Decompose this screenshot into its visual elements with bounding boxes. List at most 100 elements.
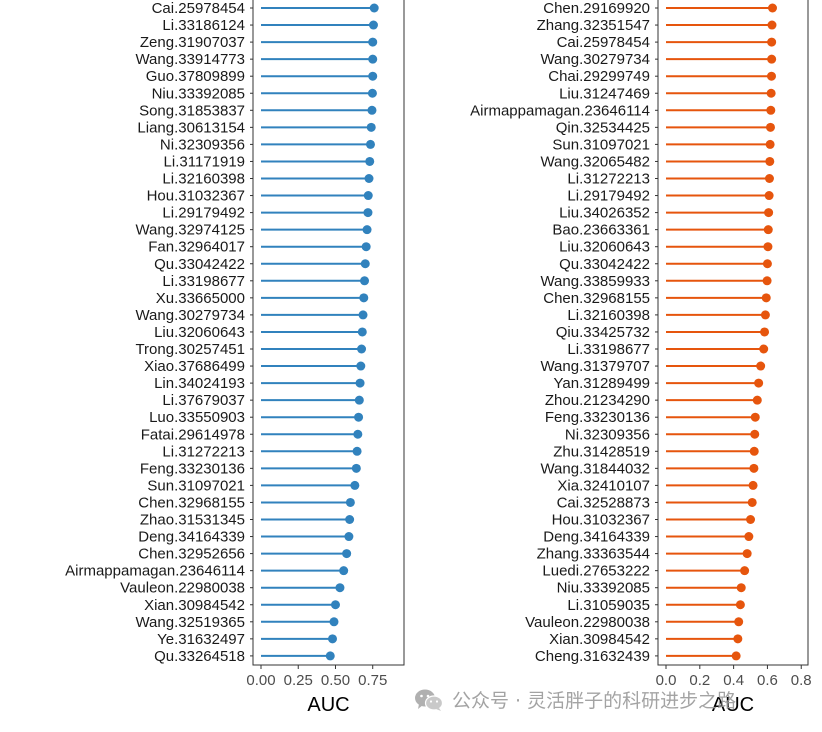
lollipop-point [369, 3, 379, 13]
y-tick-label: Li.32160398 [162, 171, 245, 188]
lollipop-point [760, 310, 770, 320]
y-tick-label: Deng.34164339 [138, 529, 245, 546]
y-tick-label: Zhang.33363544 [537, 546, 650, 563]
lollipop-point [748, 480, 758, 490]
lollipop-point [760, 327, 770, 337]
lollipop-point [365, 156, 375, 166]
chart-panel-1: Cai.25978454Li.33186124Zeng.31907037Wang… [65, 0, 405, 716]
y-tick-label: Zhao.31531345 [140, 512, 245, 529]
x-tick-label: 0.6 [757, 672, 778, 689]
lollipop-point [351, 463, 361, 473]
lollipop-point [363, 191, 373, 201]
y-tick-label: Wang.33859933 [540, 273, 650, 290]
x-tick-label: 0.25 [284, 672, 313, 689]
y-tick-label: Li.29179492 [567, 188, 650, 205]
y-tick-label: Yan.31289499 [554, 375, 650, 392]
lollipop-point [754, 378, 764, 388]
lollipop-point [357, 327, 367, 337]
y-tick-label: Feng.33230136 [545, 409, 650, 426]
y-tick-label: Luedi.27653222 [542, 563, 650, 580]
lollipop-point [750, 412, 760, 422]
y-tick-label: Wang.33914773 [135, 51, 245, 68]
y-tick-label: Luo.33550903 [149, 409, 245, 426]
y-tick-label: Ni.32309356 [565, 426, 650, 443]
panel-border [657, 0, 809, 666]
x-tick-label: 0.75 [358, 672, 387, 689]
lollipop-point [354, 395, 364, 405]
panel-border [252, 0, 405, 666]
y-tick-label: Hou.31032367 [147, 188, 245, 205]
y-tick-label: Li.31272213 [162, 443, 245, 460]
lollipop-point [357, 344, 367, 354]
y-tick-label: Niu.33392085 [557, 580, 650, 597]
y-tick-label: Deng.34164339 [543, 529, 650, 546]
lollipop-point [764, 174, 774, 183]
lollipop-point [345, 515, 355, 524]
y-tick-label: Zhang.32351547 [537, 17, 650, 34]
y-tick-label: Zeng.31907037 [140, 34, 245, 51]
y-tick-label: Liu.31247469 [559, 85, 650, 102]
y-tick-label: Li.33198677 [162, 273, 245, 290]
lollipop-point [747, 497, 757, 507]
lollipop-point [360, 259, 370, 269]
lollipop-point [345, 497, 355, 507]
y-tick-label: Liu.32060643 [154, 324, 245, 341]
lollipop-point [740, 566, 750, 576]
lollipop-point [342, 549, 352, 559]
lollipop-point [362, 225, 372, 235]
lollipop-point [766, 88, 776, 98]
y-tick-label: Cai.32528873 [557, 494, 650, 511]
lollipop-point [764, 191, 774, 201]
lollipop-point [367, 88, 377, 98]
lollipop-point [339, 566, 349, 576]
y-tick-label: Cheng.31632439 [535, 648, 650, 665]
lollipop-point [767, 54, 777, 64]
y-tick-label: Cai.25978454 [152, 0, 245, 17]
x-tick-label: 0.0 [656, 672, 677, 689]
y-tick-label: Qu.33042422 [154, 256, 245, 273]
lollipop-point [761, 293, 771, 303]
lollipop-point [355, 378, 365, 388]
y-tick-label: Zhou.21234290 [545, 392, 650, 409]
lollipop-point [734, 617, 744, 627]
lollipop-point [767, 20, 777, 30]
y-tick-label: Qu.33042422 [559, 256, 650, 273]
lollipop-point [752, 395, 762, 405]
lollipop-point [759, 344, 769, 354]
y-tick-label: Wang.32065482 [540, 153, 650, 170]
x-axis-title: AUC [712, 694, 754, 716]
y-tick-label: Wang.31844032 [540, 460, 650, 477]
y-tick-label: Li.33198677 [567, 341, 650, 358]
x-tick-label: 0.2 [689, 672, 710, 689]
lollipop-point [368, 71, 378, 81]
y-tick-label: Li.32160398 [567, 307, 650, 324]
y-tick-label: Qu.33264518 [154, 648, 245, 665]
lollipop-point [765, 156, 775, 166]
lollipop-point [735, 600, 745, 610]
y-tick-label: Xian.30984542 [144, 597, 245, 614]
x-tick-label: 0.00 [246, 672, 275, 689]
wechat-icon [415, 689, 444, 711]
lollipop-point [766, 105, 776, 115]
lollipop-point [325, 651, 335, 661]
lollipop-point [766, 71, 776, 81]
x-axis-title: AUC [307, 694, 349, 716]
lollipop-point [368, 54, 378, 64]
lollipop-point [733, 634, 743, 644]
y-tick-label: Li.29179492 [162, 205, 245, 222]
y-tick-label: Ye.31632497 [157, 631, 245, 648]
watermark: 公众号 · 灵活胖子的科研进步之路 [414, 686, 736, 713]
y-tick-label: Chen.32968155 [543, 290, 650, 307]
lollipop-point [353, 429, 363, 439]
y-tick-label: Liu.34026352 [559, 205, 650, 222]
y-tick-label: Qiu.33425732 [556, 324, 650, 341]
lollipop-point [364, 174, 374, 183]
y-tick-label: Xia.32410107 [557, 477, 650, 494]
y-tick-label: Ni.32309356 [160, 136, 245, 153]
lollipop-point [363, 208, 373, 218]
lollipop-point [328, 634, 337, 644]
y-tick-label: Qin.32534425 [556, 119, 650, 136]
y-tick-label: Guo.37809899 [146, 68, 245, 85]
lollipop-point [731, 651, 741, 661]
